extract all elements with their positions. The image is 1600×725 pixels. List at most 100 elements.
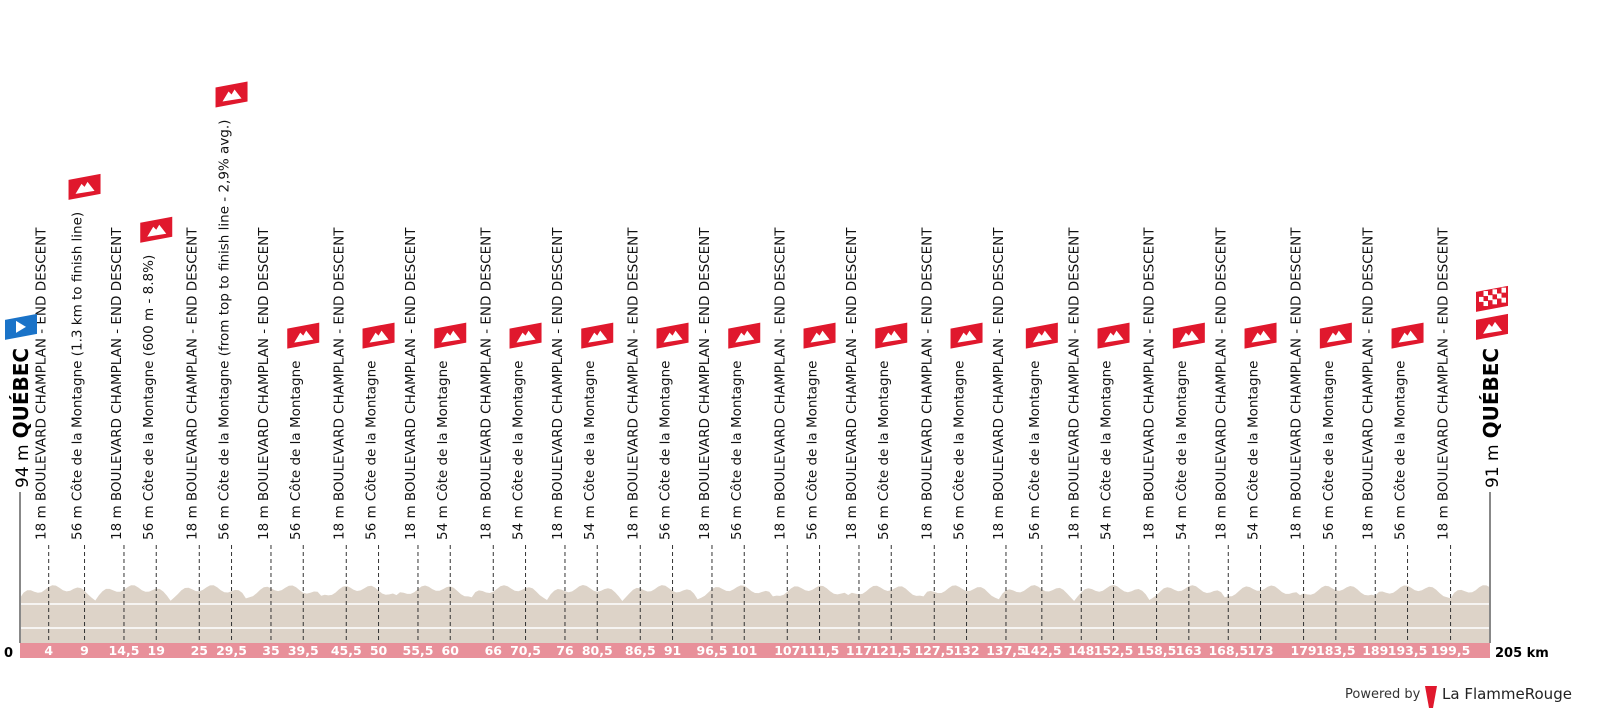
checker [1479, 296, 1484, 302]
waypoint-label: 54 m Côte de la Montagne [1174, 361, 1190, 540]
waypoint-label: 18 m BOULEVARD CHAMPLAN - END DESCENT [1289, 227, 1305, 540]
climb-flag [875, 322, 908, 349]
waypoint-label: 18 m BOULEVARD CHAMPLAN - END DESCENT [919, 227, 935, 540]
waypoint-label: 18 m BOULEVARD CHAMPLAN - END DESCENT [550, 227, 566, 540]
waypoint-label: 54 m Côte de la Montagne [1099, 361, 1115, 540]
powered-by: Powered by [1345, 687, 1421, 702]
waypoint-label: 18 m BOULEVARD CHAMPLAN - END DESCENT [991, 227, 1007, 540]
waypoint-label: 56 m Côte de la Montagne [1321, 361, 1337, 540]
checker [1501, 297, 1506, 303]
climb-icon [1251, 330, 1271, 343]
waypoint-label: 18 m BOULEVARD CHAMPLAN - END DESCENT [1360, 227, 1376, 540]
climb-flag [1391, 322, 1424, 349]
km-label: 86,5 [625, 643, 656, 658]
waypoint-label: 56 m Côte de la Montagne [1027, 361, 1043, 540]
waypoint-label: 56 m Côte de la Montagne [288, 361, 304, 540]
climb-flag [68, 173, 101, 200]
km-label: 132 [953, 643, 979, 658]
climb-icon [1483, 321, 1502, 334]
axis-start: 0 [4, 646, 13, 661]
km-label: 173 [1247, 643, 1273, 658]
climb-icon [1104, 330, 1124, 343]
km-label: 127,5 [914, 643, 954, 658]
climb-icon [1398, 330, 1418, 343]
km-label: 107 [774, 643, 800, 658]
climb-flag [1476, 313, 1508, 340]
km-label: 152,5 [1094, 643, 1134, 658]
climb-flag [509, 322, 542, 349]
finish-altitude: 91 m [1483, 444, 1503, 488]
waypoint-label: 18 m BOULEVARD CHAMPLAN - END DESCENT [34, 227, 50, 540]
climb-icon [294, 330, 314, 343]
km-label: 179 [1291, 643, 1317, 658]
km-label: 9 [80, 643, 89, 658]
km-label: 193,5 [1388, 643, 1428, 658]
climb-icon [75, 181, 95, 194]
waypoint-label: 56 m Côte de la Montagne [1393, 361, 1409, 540]
climb-icon [663, 330, 683, 343]
km-label: 148 [1068, 643, 1094, 658]
km-label: 70,5 [510, 643, 541, 658]
waypoint-label: 18 m BOULEVARD CHAMPLAN - END DESCENT [403, 227, 419, 540]
climb-icon [516, 330, 536, 343]
waypoint-label: 18 m BOULEVARD CHAMPLAN - END DESCENT [184, 227, 200, 540]
climb-icon [735, 330, 755, 343]
checker [1483, 301, 1488, 307]
climb-icon [588, 330, 608, 343]
climb-icon [1032, 330, 1052, 343]
km-label: 96,5 [697, 643, 728, 658]
waypoint-label: 18 m BOULEVARD CHAMPLAN - END DESCENT [109, 227, 125, 540]
checker [1488, 295, 1493, 301]
waypoint-label: 54 m Côte de la Montagne [1246, 361, 1262, 540]
finish-label: 91 m QUÉBEC [1479, 348, 1503, 488]
km-label: 189 [1362, 643, 1388, 658]
waypoint-label: 18 m BOULEVARD CHAMPLAN - END DESCENT [844, 227, 860, 540]
waypoint-label: 56 m Côte de la Montagne (1.3 km to fini… [70, 212, 86, 540]
checker [1492, 289, 1497, 295]
km-label: 158,5 [1137, 643, 1177, 658]
climb-icon [222, 89, 242, 102]
climb-icon [369, 330, 389, 343]
start-label: 94 m QUÉBEC [9, 348, 33, 488]
climb-flag [215, 81, 248, 108]
km-label: 137,5 [986, 643, 1026, 658]
km-label: 66 [485, 643, 503, 658]
waypoint-label: 56 m Côte de la Montagne [729, 361, 745, 540]
km-label: 29,5 [216, 643, 247, 658]
waypoint-label: 18 m BOULEVARD CHAMPLAN - END DESCENT [256, 227, 272, 540]
waypoint-label: 18 m BOULEVARD CHAMPLAN - END DESCENT [1142, 227, 1158, 540]
waypoint-label: 18 m BOULEVARD CHAMPLAN - END DESCENT [1066, 227, 1082, 540]
climb-flag [803, 322, 836, 349]
km-label: 76 [556, 643, 574, 658]
climb-flag [728, 322, 761, 349]
climb-flag [656, 322, 689, 349]
climb-flag [1172, 322, 1205, 349]
checker [1483, 291, 1488, 297]
finish-flag [1476, 285, 1508, 312]
start-icon [16, 320, 26, 333]
km-label: 45,5 [331, 643, 362, 658]
climb-icon [810, 330, 830, 343]
km-label: 91 [664, 643, 681, 658]
waypoint-label: 54 m Côte de la Montagne [582, 361, 598, 540]
km-label: 14,5 [109, 643, 140, 658]
km-label: 35 [262, 643, 279, 658]
checker [1497, 293, 1502, 299]
km-label: 183,5 [1316, 643, 1356, 658]
waypoint-label: 56 m Côte de la Montagne [364, 361, 380, 540]
climb-icon [882, 330, 902, 343]
km-label: 80,5 [582, 643, 613, 658]
km-label: 4 [44, 643, 53, 658]
waypoint-label: 56 m Côte de la Montagne [952, 361, 968, 540]
km-label: 111,5 [800, 643, 840, 658]
km-label: 117 [846, 643, 872, 658]
km-band [20, 643, 1490, 658]
climb-icon [957, 330, 977, 343]
waypoint-label: 54 m Côte de la Montagne [511, 361, 527, 540]
climb-flag [362, 322, 395, 349]
waypoint-label: 18 m BOULEVARD CHAMPLAN - END DESCENT [478, 227, 494, 540]
start-name: QUÉBEC [9, 348, 33, 439]
climb-flag [1319, 322, 1352, 349]
waypoint-label: 54 m Côte de la Montagne [435, 361, 451, 540]
